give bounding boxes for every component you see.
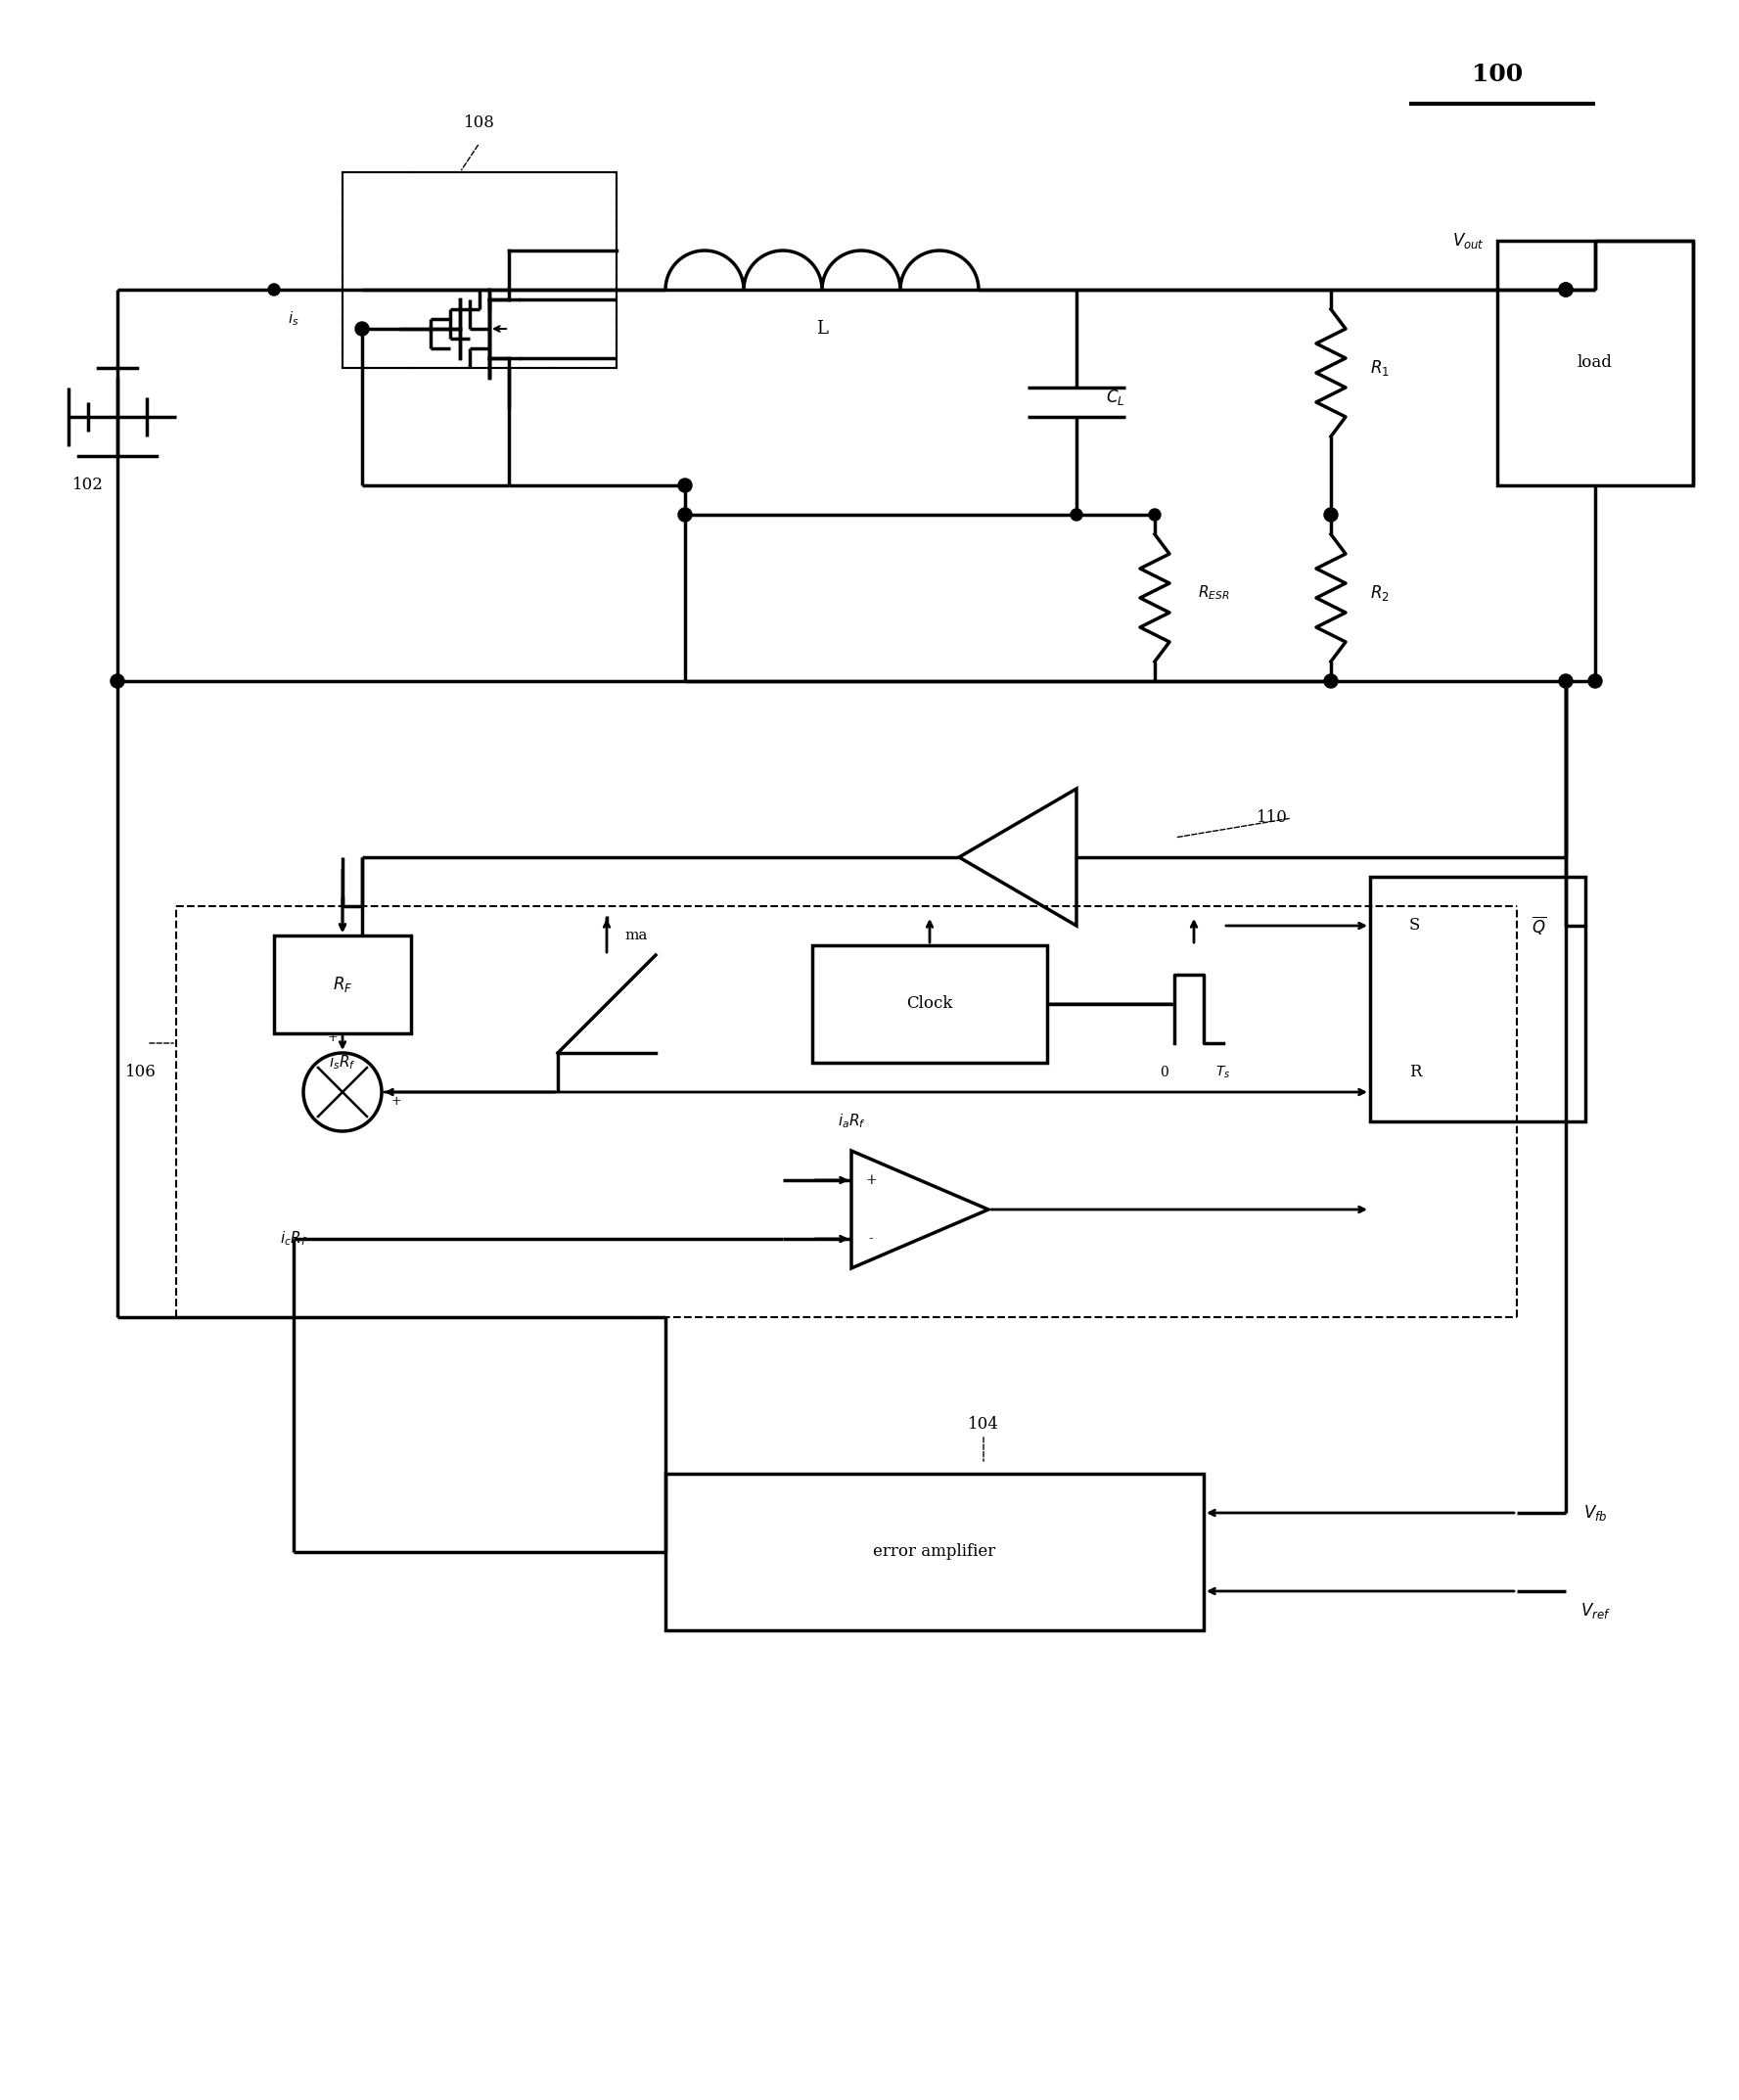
Text: 108: 108 xyxy=(464,116,496,132)
Text: $R_2$: $R_2$ xyxy=(1370,584,1389,603)
Text: $R_{ESR}$: $R_{ESR}$ xyxy=(1198,584,1229,603)
Bar xyxy=(343,172,617,367)
Text: 102: 102 xyxy=(73,477,104,493)
Text: 106: 106 xyxy=(125,1065,157,1082)
Text: +: + xyxy=(327,1031,337,1044)
Text: +: + xyxy=(866,1174,876,1186)
Text: $i_cR_f$: $i_cR_f$ xyxy=(280,1231,308,1247)
Text: error amplifier: error amplifier xyxy=(873,1544,996,1560)
Text: $R_F$: $R_F$ xyxy=(332,974,353,993)
Circle shape xyxy=(355,321,369,336)
Circle shape xyxy=(678,508,692,521)
Bar xyxy=(1370,878,1586,1121)
Bar xyxy=(275,935,410,1033)
Text: $\overline{Q}$: $\overline{Q}$ xyxy=(1532,914,1546,937)
Circle shape xyxy=(678,479,692,491)
Circle shape xyxy=(1323,674,1337,689)
Text: +: + xyxy=(391,1096,402,1109)
Text: $i_aR_f$: $i_aR_f$ xyxy=(836,1113,866,1130)
Text: S: S xyxy=(1409,918,1421,935)
Text: Clock: Clock xyxy=(906,995,953,1012)
Bar xyxy=(812,945,1047,1063)
Text: R: R xyxy=(1409,1065,1421,1082)
Bar xyxy=(666,1474,1203,1630)
Circle shape xyxy=(1071,508,1082,521)
Text: L: L xyxy=(816,319,828,338)
Text: $R_1$: $R_1$ xyxy=(1370,359,1389,378)
Bar xyxy=(1497,242,1694,485)
Text: $i_s$: $i_s$ xyxy=(289,311,299,328)
Text: -: - xyxy=(870,1233,873,1245)
Circle shape xyxy=(1149,508,1160,521)
Text: load: load xyxy=(1577,355,1612,372)
Circle shape xyxy=(1558,284,1572,296)
Text: $C_L$: $C_L$ xyxy=(1106,388,1125,407)
Text: $V_{fb}$: $V_{fb}$ xyxy=(1582,1504,1607,1522)
Text: 104: 104 xyxy=(969,1418,1000,1432)
Circle shape xyxy=(1588,674,1602,689)
Circle shape xyxy=(1558,284,1572,296)
Text: 110: 110 xyxy=(1257,811,1289,827)
Text: 100: 100 xyxy=(1471,63,1523,86)
Text: $V_{out}$: $V_{out}$ xyxy=(1452,231,1483,250)
Circle shape xyxy=(1558,674,1572,689)
Text: $T_s$: $T_s$ xyxy=(1216,1065,1231,1082)
Text: ma: ma xyxy=(624,928,647,943)
Circle shape xyxy=(111,674,123,689)
Text: 0: 0 xyxy=(1160,1065,1169,1079)
Text: $V_{ref}$: $V_{ref}$ xyxy=(1581,1600,1610,1621)
Circle shape xyxy=(268,284,280,296)
Circle shape xyxy=(1323,508,1337,521)
Text: $i_sR_f$: $i_sR_f$ xyxy=(329,1054,356,1071)
